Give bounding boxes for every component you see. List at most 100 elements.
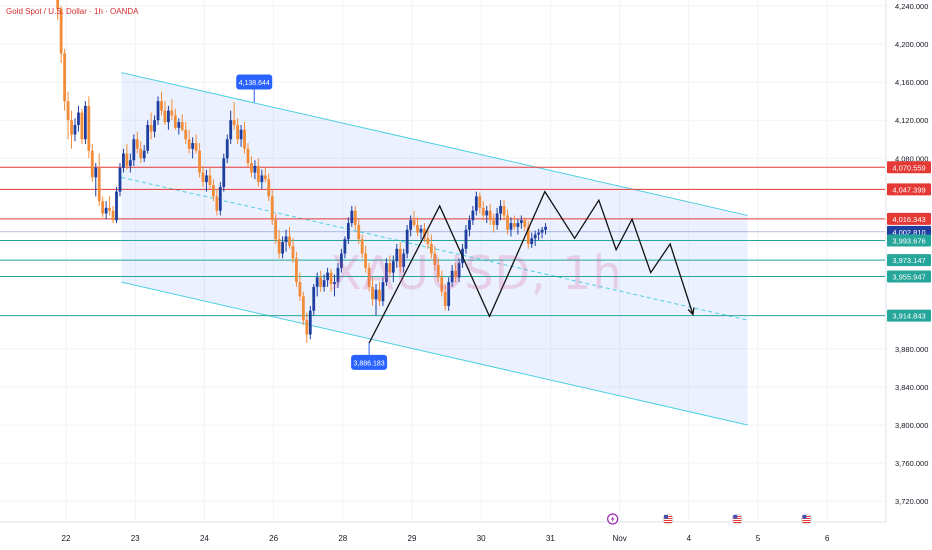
- candle-body[interactable]: [270, 196, 274, 221]
- candle-body[interactable]: [516, 223, 520, 227]
- channel-midline[interactable]: [121, 176, 748, 321]
- candle-body[interactable]: [398, 248, 402, 267]
- candle-body[interactable]: [478, 196, 482, 208]
- candle-body[interactable]: [419, 228, 423, 233]
- zigzag-projection[interactable]: [368, 190, 694, 344]
- candle-body[interactable]: [464, 229, 468, 249]
- candle-body[interactable]: [267, 179, 271, 197]
- candle-body[interactable]: [115, 191, 118, 221]
- candle-body[interactable]: [367, 267, 371, 287]
- level-price-tag[interactable]: [887, 234, 931, 247]
- candle-body[interactable]: [481, 207, 485, 216]
- candle-body[interactable]: [135, 139, 139, 149]
- candle-body[interactable]: [384, 263, 388, 283]
- candle-body[interactable]: [322, 280, 326, 287]
- candle-body[interactable]: [94, 167, 98, 178]
- candle-body[interactable]: [156, 101, 160, 121]
- candle-body[interactable]: [333, 282, 336, 285]
- candle-body[interactable]: [502, 205, 506, 216]
- candle-body[interactable]: [177, 122, 181, 128]
- candle-body[interactable]: [281, 242, 284, 254]
- candle-body[interactable]: [429, 244, 433, 254]
- candle-body[interactable]: [343, 239, 347, 254]
- candle-body[interactable]: [90, 150, 94, 178]
- candle-body[interactable]: [450, 270, 454, 283]
- candle-body[interactable]: [544, 226, 547, 230]
- candle-body[interactable]: [243, 129, 246, 149]
- candle-body[interactable]: [284, 236, 288, 243]
- candle-body[interactable]: [250, 163, 253, 173]
- candle-body[interactable]: [391, 261, 395, 273]
- candle-body[interactable]: [229, 120, 233, 140]
- candle-body[interactable]: [253, 165, 257, 173]
- candle-body[interactable]: [198, 150, 201, 173]
- candle-body[interactable]: [222, 158, 226, 187]
- candle-body[interactable]: [537, 232, 541, 235]
- candle-body[interactable]: [132, 139, 136, 161]
- candle-body[interactable]: [405, 229, 409, 254]
- candle-body[interactable]: [371, 286, 374, 300]
- candle-body[interactable]: [146, 124, 150, 151]
- candle-body[interactable]: [519, 220, 523, 224]
- candle-body[interactable]: [533, 234, 537, 239]
- candle-body[interactable]: [246, 148, 250, 164]
- candle-body[interactable]: [357, 224, 361, 240]
- candle-body[interactable]: [326, 272, 329, 281]
- candle-body[interactable]: [153, 120, 156, 132]
- candle-body[interactable]: [395, 248, 399, 262]
- candle-body[interactable]: [412, 220, 416, 225]
- candle-body[interactable]: [191, 143, 195, 149]
- candle-body[interactable]: [426, 238, 430, 245]
- candle-body[interactable]: [506, 215, 509, 230]
- candle-body[interactable]: [167, 110, 170, 123]
- candle-body[interactable]: [73, 124, 77, 135]
- candle-body[interactable]: [447, 282, 451, 306]
- candle-body[interactable]: [80, 112, 84, 140]
- candle-body[interactable]: [433, 253, 437, 265]
- candle-body[interactable]: [315, 277, 319, 287]
- candle-body[interactable]: [142, 150, 146, 159]
- candle-body[interactable]: [499, 205, 502, 214]
- level-price-tag[interactable]: [887, 270, 931, 283]
- candle-body[interactable]: [101, 201, 105, 214]
- candle-body[interactable]: [211, 184, 215, 197]
- candle-body[interactable]: [170, 110, 174, 116]
- candle-body[interactable]: [180, 122, 184, 130]
- candle-body[interactable]: [440, 277, 444, 292]
- candle-body[interactable]: [526, 226, 530, 245]
- channel-upper-line[interactable]: [121, 72, 748, 216]
- candle-body[interactable]: [443, 291, 447, 306]
- candle-body[interactable]: [66, 101, 70, 121]
- candle-body[interactable]: [409, 220, 413, 230]
- candle-body[interactable]: [108, 207, 111, 211]
- candle-body[interactable]: [125, 153, 129, 166]
- candle-body[interactable]: [513, 223, 516, 227]
- candle-body[interactable]: [457, 263, 461, 278]
- candle-body[interactable]: [118, 167, 122, 192]
- candle-body[interactable]: [215, 196, 219, 211]
- candle-body[interactable]: [485, 210, 489, 216]
- candle-body[interactable]: [288, 236, 291, 246]
- candle-body[interactable]: [298, 282, 302, 297]
- candle-body[interactable]: [360, 239, 364, 254]
- candle-body[interactable]: [194, 143, 198, 151]
- candle-body[interactable]: [474, 196, 478, 211]
- candle-body[interactable]: [540, 229, 544, 233]
- candle-body[interactable]: [416, 224, 419, 233]
- candle-body[interactable]: [423, 228, 426, 239]
- candle-body[interactable]: [63, 53, 67, 102]
- candle-body[interactable]: [256, 165, 260, 183]
- candle-body[interactable]: [205, 175, 208, 183]
- candle-body[interactable]: [305, 320, 309, 335]
- candle-body[interactable]: [187, 139, 191, 149]
- candle-body[interactable]: [218, 186, 222, 211]
- candle-body[interactable]: [260, 175, 264, 183]
- candle-body[interactable]: [239, 129, 243, 140]
- candle-body[interactable]: [329, 272, 333, 285]
- level-price-tag[interactable]: [887, 161, 931, 174]
- candle-body[interactable]: [402, 253, 406, 267]
- candle-body[interactable]: [160, 101, 163, 111]
- level-price-tag[interactable]: [887, 183, 931, 196]
